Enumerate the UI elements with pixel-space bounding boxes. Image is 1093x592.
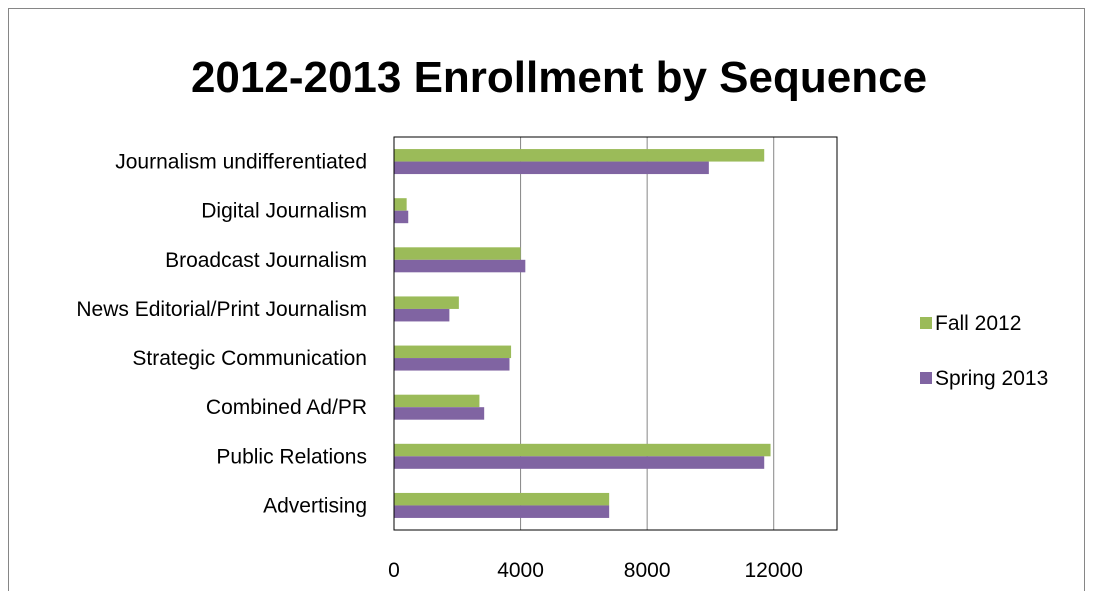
plot-area-border	[393, 136, 838, 531]
bar-chart: 2012-2013 Enrollment by Sequence Adverti…	[76, 53, 1048, 582]
bars	[394, 149, 771, 518]
legend-label: Spring 2013	[935, 367, 1048, 390]
bar-spring-2013	[394, 358, 510, 371]
bar-spring-2013	[394, 407, 485, 420]
bar-spring-2013	[394, 505, 610, 518]
x-tick-label: 0	[388, 559, 400, 582]
bar-spring-2013	[394, 210, 409, 224]
bar-fall-2012	[394, 394, 480, 408]
category-label: Strategic Communication	[132, 347, 367, 370]
bar-fall-2012	[394, 198, 407, 211]
chart-frame: 2012-2013 Enrollment by Sequence Adverti…	[8, 8, 1085, 591]
bar-spring-2013	[394, 456, 765, 469]
bar-spring-2013	[394, 259, 526, 273]
bar-fall-2012	[394, 296, 459, 309]
bar-fall-2012	[394, 345, 512, 359]
x-tick-label: 12000	[745, 559, 803, 582]
bar-fall-2012	[394, 492, 610, 506]
x-tick-label: 4000	[497, 559, 544, 582]
legend: Fall 2012 Spring 2013	[920, 312, 1048, 390]
bar-spring-2013	[394, 161, 709, 175]
bar-fall-2012	[394, 247, 521, 260]
x-tick-label: 8000	[624, 559, 671, 582]
legend-label: Fall 2012	[935, 312, 1021, 335]
category-label: Advertising	[263, 494, 367, 517]
category-label: Journalism undifferentiated	[115, 151, 367, 174]
legend-swatch	[920, 317, 932, 329]
bar-fall-2012	[394, 149, 765, 162]
category-label: Combined Ad/PR	[206, 396, 367, 419]
category-label: Broadcast Journalism	[165, 249, 367, 272]
legend-swatch	[920, 372, 932, 384]
chart-title: 2012-2013 Enrollment by Sequence	[191, 53, 927, 102]
category-label: Public Relations	[216, 445, 367, 468]
category-labels: Advertising Public Relations Combined Ad/P…	[76, 151, 367, 518]
category-label: Digital Journalism	[201, 200, 367, 223]
gridlines	[520, 137, 775, 530]
bar-spring-2013	[394, 308, 450, 322]
bar-fall-2012	[394, 443, 771, 457]
category-label: News Editorial/Print Journalism	[76, 298, 367, 321]
x-tick-labels: 0 4000 8000 12000	[388, 559, 803, 582]
